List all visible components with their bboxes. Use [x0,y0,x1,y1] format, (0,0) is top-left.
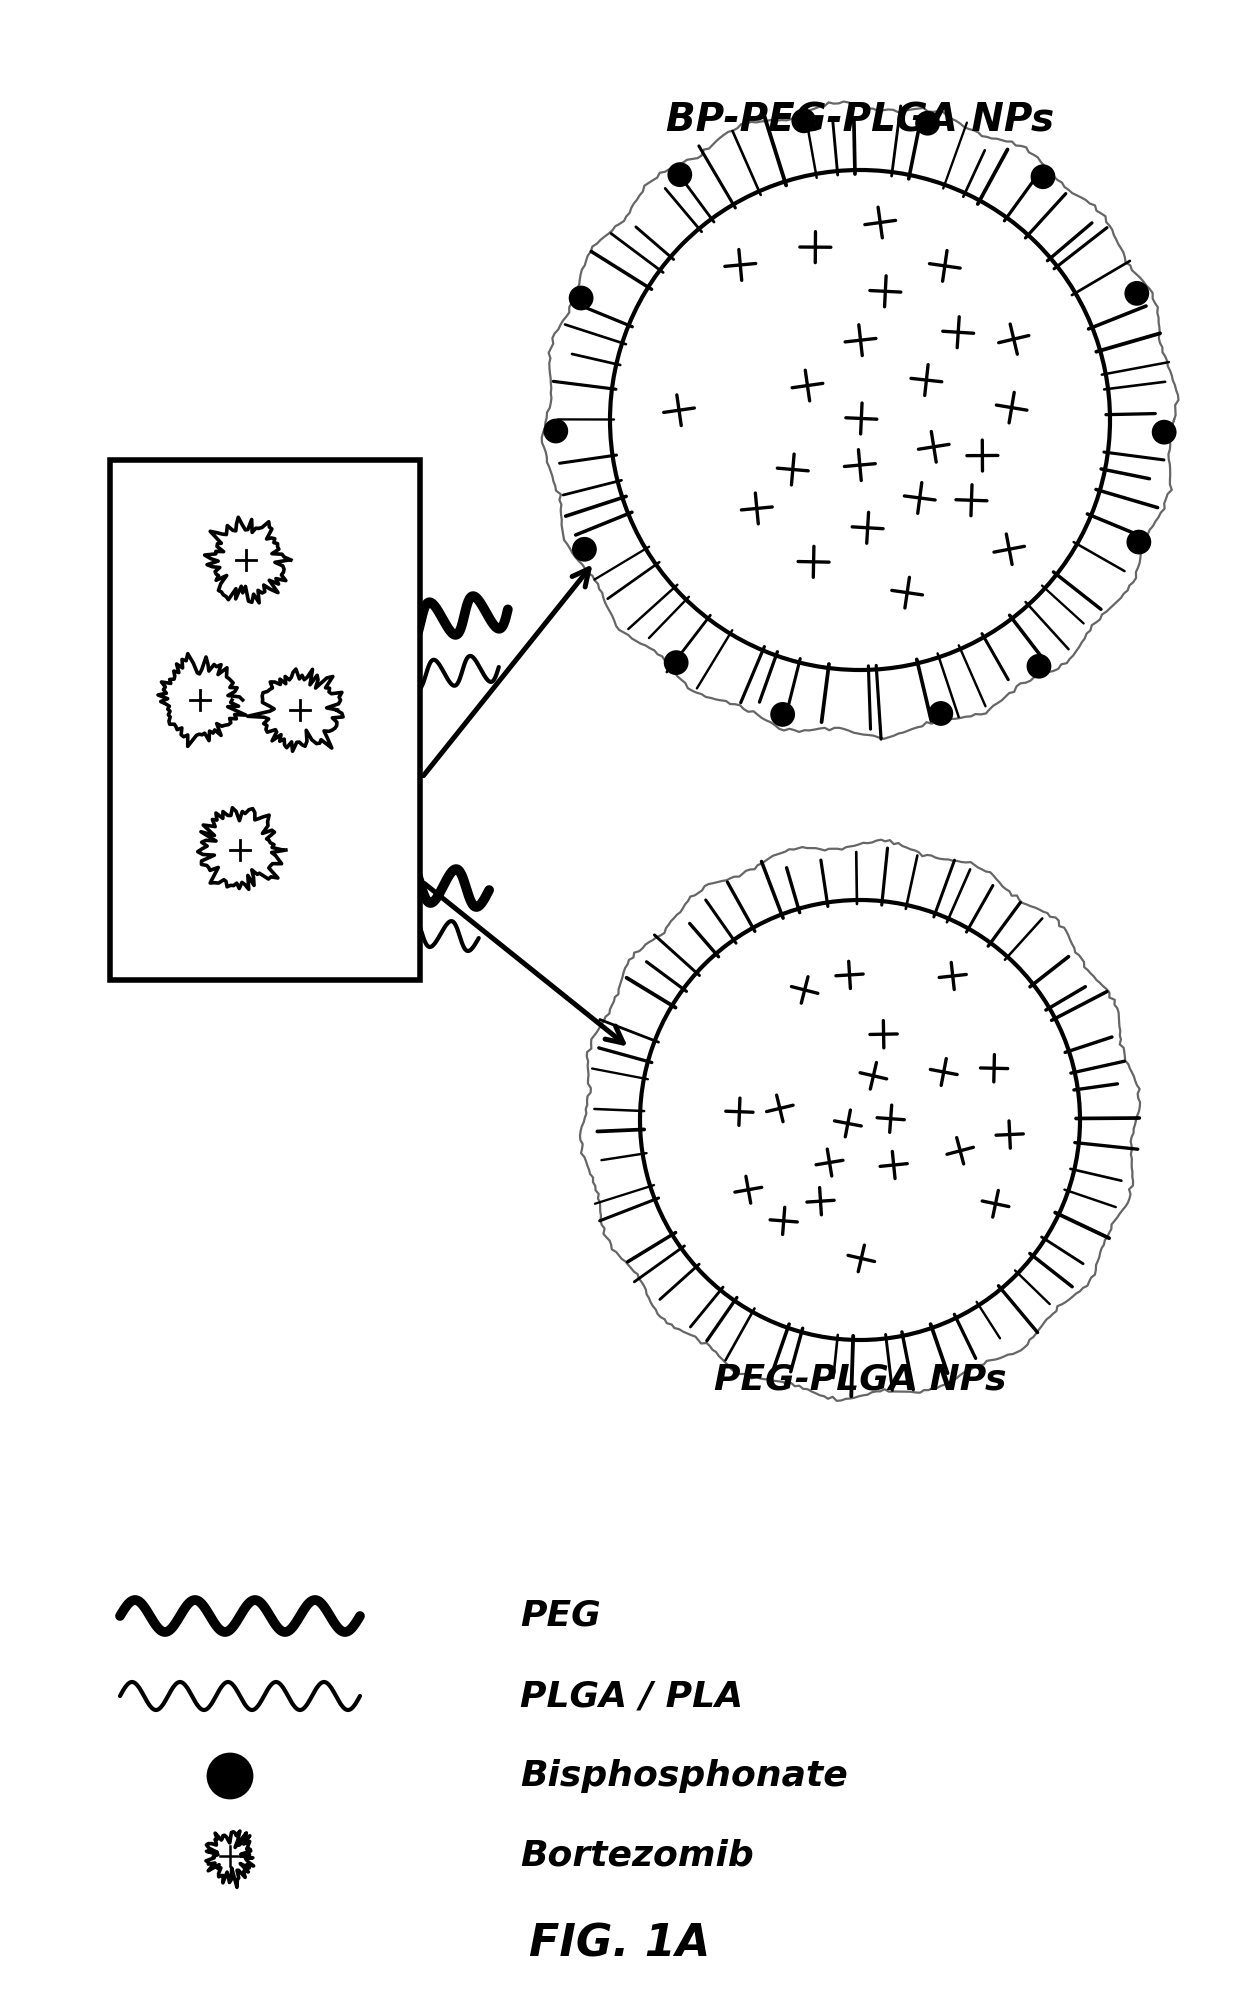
Text: FIG. 1A: FIG. 1A [529,1922,711,1966]
Bar [110,460,420,980]
Circle shape [1126,282,1148,304]
Circle shape [665,652,687,674]
Text: PEG: PEG [520,1600,600,1632]
Text: Bisphosphonate: Bisphosphonate [520,1760,848,1792]
Circle shape [208,1754,252,1798]
Circle shape [1128,532,1149,554]
Circle shape [544,420,567,442]
Text: PLGA / PLA: PLGA / PLA [520,1680,743,1712]
Text: BP-PEG-PLGA NPs: BP-PEG-PLGA NPs [666,100,1054,140]
Text: PEG-PLGA NPs: PEG-PLGA NPs [714,1364,1006,1396]
Circle shape [1032,166,1054,188]
Circle shape [668,164,691,186]
Circle shape [930,702,952,724]
Circle shape [792,110,815,132]
Circle shape [916,112,939,134]
Circle shape [1153,422,1176,444]
Circle shape [1028,656,1050,678]
Text: Bortezomib: Bortezomib [520,1840,754,1872]
Circle shape [570,288,593,310]
Circle shape [573,538,595,560]
Circle shape [771,704,794,726]
